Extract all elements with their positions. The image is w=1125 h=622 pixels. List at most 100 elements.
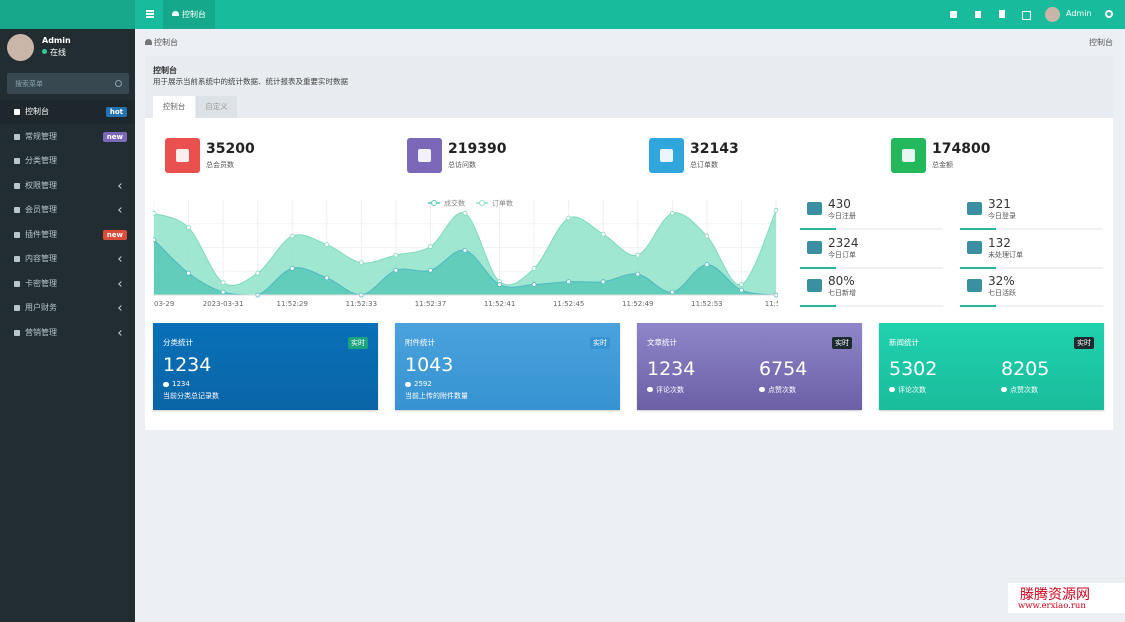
card-title: 分类统计: [163, 338, 193, 347]
panel-title: 控制台: [153, 66, 177, 75]
menu-item[interactable]: 用户财务: [0, 296, 135, 320]
mini-bar: [800, 305, 836, 307]
mini-track: [800, 228, 943, 230]
card-tag: 实时: [590, 337, 610, 349]
tab[interactable]: 自定义: [196, 96, 237, 118]
card-icon: [759, 387, 765, 392]
point: [531, 266, 537, 271]
menu-label: 控制台: [25, 107, 49, 116]
avatar: [7, 34, 34, 61]
mini-value: 2324: [828, 235, 859, 250]
menu-item[interactable]: 控制台 hot: [0, 100, 135, 124]
menu-toggle[interactable]: [146, 10, 154, 12]
point: [669, 210, 675, 216]
menu-item[interactable]: 内容管理: [0, 247, 135, 271]
menu-item[interactable]: 分类管理: [0, 149, 135, 173]
point: [635, 252, 641, 258]
tab[interactable]: 控制台: [153, 96, 195, 118]
card-label: 点赞次数: [768, 386, 796, 394]
breadcrumb-icon: [145, 39, 152, 45]
point: [566, 215, 572, 221]
card-note: 当前上传的附件数量: [405, 392, 468, 400]
card-title: 附件统计: [405, 338, 435, 347]
menu-icon: [14, 231, 20, 238]
menu-arrow: [118, 256, 124, 262]
logo-bar: [0, 0, 135, 29]
user-status: 在线: [50, 48, 66, 57]
mini-track: [800, 305, 943, 307]
point: [220, 280, 226, 286]
mini-track: [960, 228, 1103, 230]
menu-item[interactable]: 营销管理: [0, 321, 135, 345]
fullscreen-icon[interactable]: [1022, 11, 1031, 20]
card-tag: 实时: [348, 337, 368, 349]
top-tab[interactable]: 控制台: [163, 0, 215, 29]
top-avatar[interactable]: [1045, 7, 1060, 22]
mini-label: 未处理订单: [988, 250, 1023, 259]
x-tick-label: 11:52:41: [484, 300, 515, 308]
point: [739, 287, 744, 293]
stat-value: 35200: [206, 141, 255, 157]
mini-icon: [967, 279, 982, 292]
card-sub: 2592: [414, 380, 432, 388]
mini-icon: [807, 240, 822, 254]
stat-value: 174800: [932, 141, 991, 157]
menu-item[interactable]: 常规管理 new: [0, 125, 135, 149]
clear-icon[interactable]: [975, 11, 981, 18]
search-box[interactable]: 搜索菜单: [7, 73, 129, 94]
menu-icon: [14, 182, 20, 189]
menu-label: 用户财务: [25, 303, 57, 312]
card-tag: 实时: [1074, 337, 1094, 349]
mini-track: [800, 266, 943, 269]
lang-icon[interactable]: [999, 10, 1005, 18]
menu-label: 内容管理: [25, 254, 57, 263]
top-user[interactable]: Admin: [1066, 9, 1092, 18]
watermark-url: www.erxiao.run: [1018, 601, 1086, 611]
card-value: 1234: [647, 358, 696, 380]
menu-item[interactable]: 权限管理: [0, 174, 135, 198]
card-icon: [647, 387, 653, 392]
menu-label: 会员管理: [25, 205, 57, 214]
point: [428, 244, 433, 249]
menu-icon: [14, 280, 20, 287]
stat-icon-glyph: [660, 149, 673, 162]
point: [566, 279, 572, 285]
menu-icon: [14, 256, 20, 262]
topbar: 控制台 Admin: [135, 0, 1125, 29]
point: [358, 260, 364, 266]
breadcrumb-right: 控制台: [1089, 38, 1113, 47]
menu-item[interactable]: 插件管理 new: [0, 223, 135, 247]
menu-item[interactable]: 会员管理: [0, 198, 135, 222]
home-icon[interactable]: [950, 11, 957, 18]
menu-label: 常规管理: [25, 131, 57, 141]
panel-header: 控制台 用于展示当前系统中的统计数据、统计报表及重要实时数据 控制台 自定义: [145, 56, 1113, 118]
user-name: Admin: [42, 36, 71, 45]
point: [324, 242, 330, 248]
mini-label: 七日新增: [828, 289, 856, 297]
point: [669, 289, 675, 295]
point: [773, 208, 778, 213]
menu-icon: [14, 329, 20, 336]
menu-badge: hot: [105, 107, 127, 117]
menu-item[interactable]: 卡密管理: [0, 272, 135, 296]
stat-icon-glyph: [902, 149, 915, 162]
menu-label: 权限管理: [25, 180, 57, 190]
settings-icon[interactable]: [1105, 10, 1113, 18]
point: [428, 267, 433, 273]
stat-label: 总访问数: [448, 161, 476, 169]
card-icon: [405, 382, 411, 387]
menu-icon: [14, 158, 20, 164]
card-icon: [1001, 387, 1007, 392]
menu-label: 插件管理: [25, 229, 57, 239]
point: [704, 233, 710, 239]
sidebar: Admin 在线 搜索菜单 控制台 hot 常规管理 new 分类管理权限管理会员管理插…: [0, 0, 135, 622]
stat-label: 总订单数: [690, 161, 718, 169]
breadcrumb[interactable]: 控制台: [154, 38, 178, 47]
x-tick-label: 11:52:: [765, 300, 778, 308]
point: [153, 210, 157, 216]
search-placeholder: 搜索菜单: [15, 80, 43, 88]
chart: 03-29 2023-03-31 11:52:29 11:52:33 11:52:37 1…: [153, 199, 778, 308]
menu-arrow: [118, 329, 124, 336]
menu-arrow: [118, 207, 124, 213]
